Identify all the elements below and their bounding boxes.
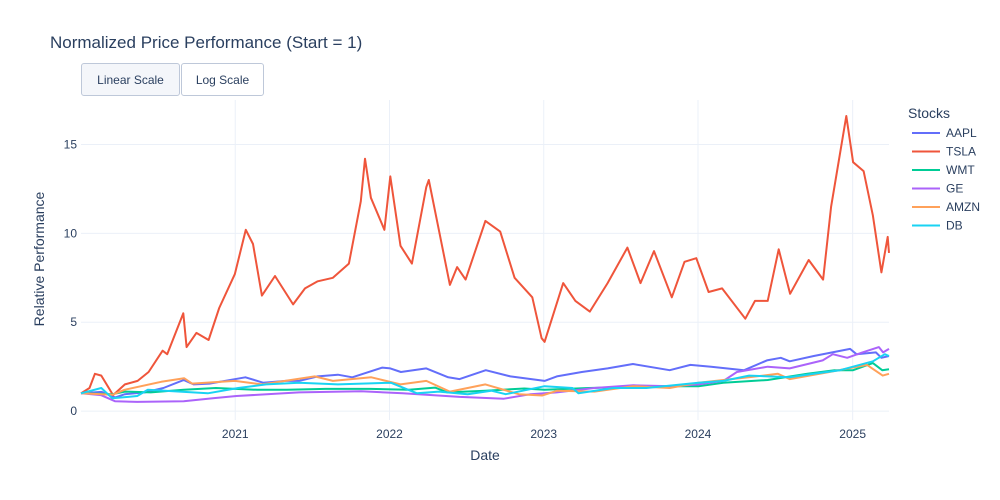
x-tick-label: 2023 (530, 427, 557, 441)
legend-label: TSLA (946, 145, 976, 159)
legend-label: AAPL (946, 126, 977, 140)
y-tick-label: 5 (70, 315, 77, 329)
legend-item-wmt[interactable]: WMT (912, 163, 975, 177)
x-tick-label: 2024 (685, 427, 712, 441)
series-line-wmt (80, 362, 890, 396)
chart-title: Normalized Price Performance (Start = 1) (50, 33, 363, 52)
x-tick-label: 2021 (222, 427, 249, 441)
y-tick-label: 10 (64, 226, 78, 240)
series-line-amzn (80, 363, 890, 397)
legend-item-tsla[interactable]: TSLA (912, 145, 976, 159)
x-axis: 2021 2022 2023 2024 2025 (222, 427, 866, 441)
grid (81, 100, 889, 420)
legend-item-amzn[interactable]: AMZN (912, 200, 980, 214)
x-tick-label: 2022 (376, 427, 403, 441)
linear-scale-button[interactable]: Linear Scale (81, 63, 180, 96)
y-axis: 0 5 10 15 (64, 137, 78, 418)
legend-item-ge[interactable]: GE (912, 182, 963, 196)
legend-label: WMT (946, 163, 975, 177)
legend: Stocks AAPL TSLA WMT GE AMZN DB (908, 105, 980, 233)
x-tick-label: 2025 (839, 427, 866, 441)
legend-label: DB (946, 219, 963, 233)
legend-title: Stocks (908, 105, 950, 121)
y-tick-label: 15 (64, 137, 78, 151)
legend-item-aapl[interactable]: AAPL (912, 126, 977, 140)
y-axis-title: Relative Performance (31, 191, 47, 326)
legend-item-db[interactable]: DB (912, 219, 963, 233)
legend-label: GE (946, 182, 963, 196)
series-line-ge (80, 346, 890, 403)
series-line-tsla (80, 115, 890, 397)
series-lines (80, 115, 890, 403)
x-axis-title: Date (470, 447, 500, 463)
y-tick-label: 0 (70, 404, 77, 418)
series-line-db (80, 353, 890, 400)
log-scale-button[interactable]: Log Scale (181, 63, 264, 96)
legend-label: AMZN (946, 200, 980, 214)
